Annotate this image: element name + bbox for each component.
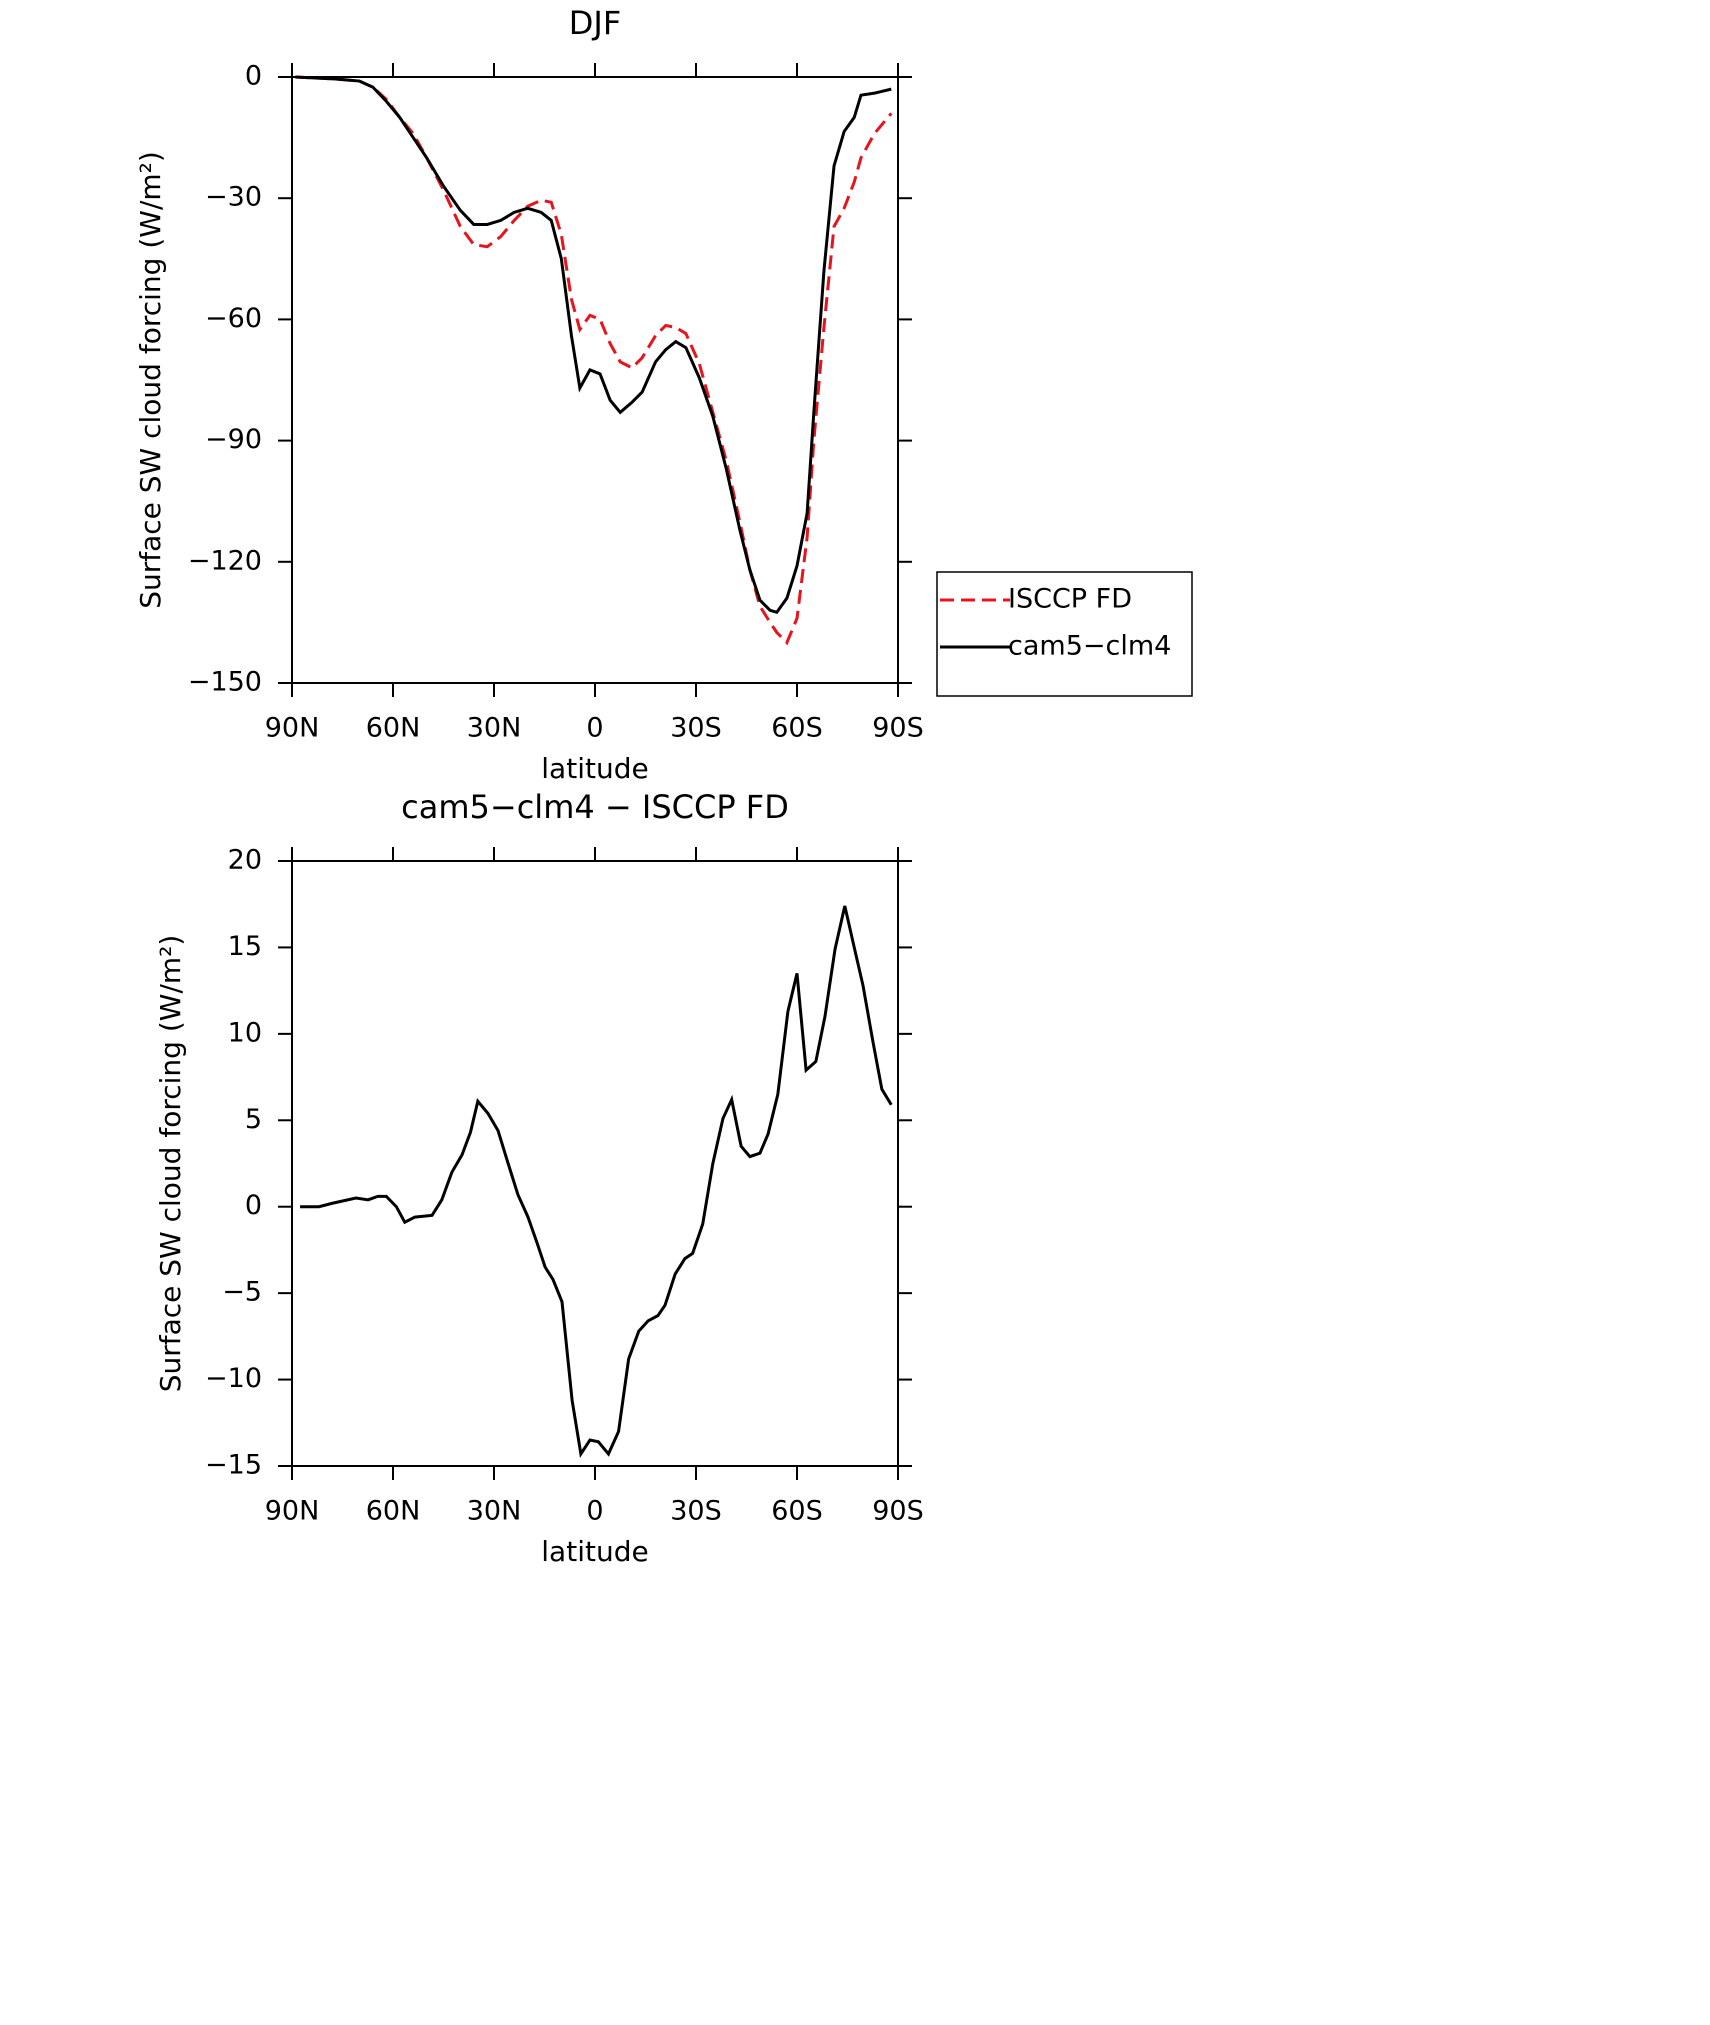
y-tick-label: 15	[228, 931, 262, 962]
y-tick-label: −5	[222, 1277, 262, 1308]
legend-label: ISCCP FD	[1008, 584, 1132, 615]
legend-box	[936, 571, 1193, 697]
y-tick-label: −15	[205, 1450, 262, 1481]
y-tick-label: 5	[245, 1104, 262, 1135]
x-tick-label: 90S	[872, 713, 924, 744]
y-tick-label: 10	[228, 1017, 262, 1048]
chart-title: DJF	[569, 4, 621, 42]
x-tick-label: 30N	[467, 713, 522, 744]
plot-frame	[291, 76, 899, 684]
y-axis-label: Surface SW cloud forcing (W/m²)	[154, 935, 187, 1393]
x-tick-label: 60N	[366, 1496, 421, 1527]
y-tick-label: −30	[205, 182, 262, 213]
y-tick-label: 0	[245, 1190, 262, 1221]
y-tick-label: 0	[245, 61, 262, 92]
x-tick-label: 0	[586, 1496, 603, 1527]
y-tick-label: −120	[188, 545, 262, 576]
x-tick-label: 90S	[872, 1496, 924, 1527]
y-tick-label: −60	[205, 303, 262, 334]
x-tick-label: 30S	[670, 1496, 722, 1527]
x-tick-label: 0	[586, 713, 603, 744]
x-tick-label: 60S	[771, 713, 823, 744]
y-tick-label: −90	[205, 424, 262, 455]
x-tick-label: 60S	[771, 1496, 823, 1527]
x-tick-label: 90N	[265, 713, 320, 744]
x-tick-label: 30S	[670, 713, 722, 744]
legend-label: cam5−clm4	[1008, 631, 1171, 662]
data-line	[295, 75, 893, 646]
x-axis-label: latitude	[541, 1535, 648, 1568]
y-tick-label: 20	[228, 845, 262, 876]
data-line	[295, 75, 892, 615]
y-tick-label: −150	[188, 667, 262, 698]
x-tick-label: 90N	[265, 1496, 320, 1527]
x-tick-label: 30N	[467, 1496, 522, 1527]
x-tick-label: 60N	[366, 713, 421, 744]
y-tick-label: −10	[205, 1363, 262, 1394]
plot-frame	[291, 860, 899, 1467]
y-axis-label: Surface SW cloud forcing (W/m²)	[134, 151, 167, 609]
chart-title: cam5−clm4 − ISCCP FD	[401, 788, 789, 826]
data-line	[300, 905, 893, 1458]
x-axis-label: latitude	[541, 752, 648, 785]
